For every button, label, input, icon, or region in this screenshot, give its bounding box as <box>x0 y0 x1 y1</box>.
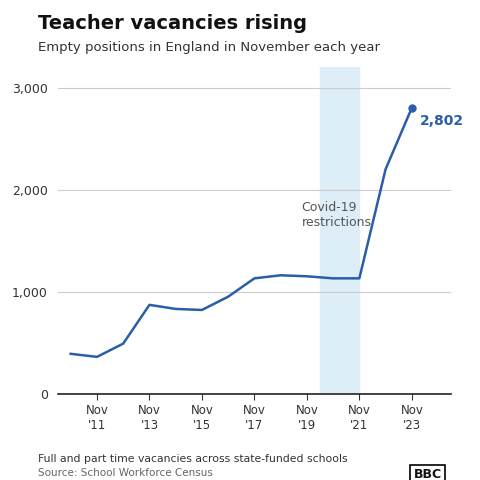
Text: Source: School Workforce Census: Source: School Workforce Census <box>38 468 213 478</box>
Text: Teacher vacancies rising: Teacher vacancies rising <box>38 14 307 34</box>
Text: 2,802: 2,802 <box>420 114 464 128</box>
Text: Empty positions in England in November each year: Empty positions in England in November e… <box>38 41 380 54</box>
Bar <box>320 67 360 394</box>
Point <box>408 104 416 112</box>
Text: Covid-19
restrictions: Covid-19 restrictions <box>301 201 372 229</box>
Text: Full and part time vacancies across state-funded schools: Full and part time vacancies across stat… <box>38 454 348 464</box>
Text: BBC: BBC <box>413 468 442 480</box>
